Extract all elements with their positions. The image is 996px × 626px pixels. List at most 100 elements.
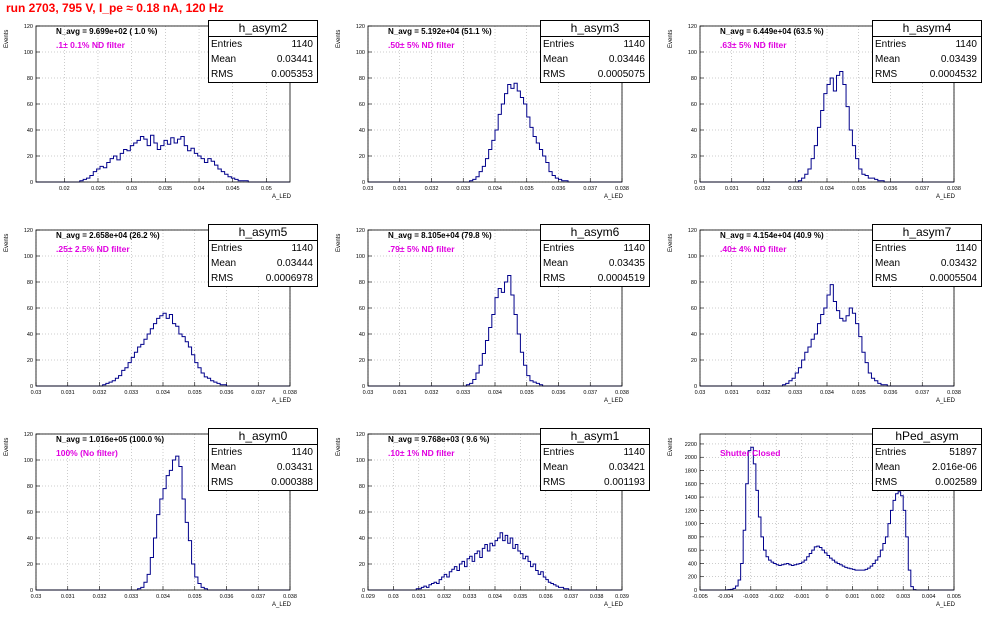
y-tick-label: 60	[691, 306, 697, 312]
x-tick-label: 0.034	[156, 390, 170, 396]
x-tick-label: 0.031	[725, 186, 739, 192]
stats-value: 0.03435	[609, 256, 645, 271]
stats-key: RMS	[543, 475, 565, 490]
y-tick-label: 20	[27, 562, 33, 568]
histogram-bar	[153, 324, 156, 386]
stats-value: 1140	[291, 241, 313, 256]
stats-value: 1140	[623, 241, 645, 256]
histogram-bar	[163, 313, 166, 386]
histogram-bar	[833, 91, 836, 182]
stats-key: Entries	[211, 445, 242, 460]
x-tick-label: -0.004	[718, 594, 734, 600]
stats-key: Entries	[211, 37, 242, 52]
histogram-bar	[174, 143, 177, 182]
histogram-bar	[176, 456, 179, 590]
x-tick-label: 0.032	[425, 186, 439, 192]
y-tick-label: 2000	[685, 455, 697, 461]
stats-key: Mean	[211, 256, 236, 271]
y-tick-label: 100	[688, 254, 697, 260]
histogram-bar	[221, 172, 224, 182]
histogram-bar	[789, 565, 792, 590]
stats-box-title: hPed_asym	[873, 429, 981, 445]
histogram-bar	[137, 140, 140, 182]
x-tick-label: 0.032	[757, 186, 771, 192]
histogram-bar	[228, 177, 231, 182]
x-tick-label: 0.03	[31, 594, 42, 600]
histogram-bar	[784, 564, 787, 590]
histogram-bar	[804, 560, 807, 590]
histogram-bar	[503, 541, 506, 590]
x-tick-label: 0.034	[488, 390, 502, 396]
y-tick-label: 80	[359, 280, 365, 286]
stats-key: Mean	[543, 256, 568, 271]
stats-value: 0.03439	[941, 52, 977, 67]
histogram-bar	[480, 558, 483, 591]
histogram-bar	[173, 460, 176, 590]
y-tick-label: 60	[27, 510, 33, 516]
x-tick-label: 0.031	[725, 390, 739, 396]
y-tick-label: 1200	[685, 508, 697, 514]
stats-key: Mean	[875, 52, 900, 67]
x-tick-label: 0.035	[520, 390, 534, 396]
x-tick-label: 0.032	[93, 390, 107, 396]
histogram-bar	[791, 565, 794, 590]
stats-key: RMS	[543, 67, 565, 82]
x-tick-label: 0.035	[520, 186, 534, 192]
x-tick-label: -0.005	[692, 594, 708, 600]
stats-value: 0.0004519	[598, 271, 645, 286]
histogram-bar	[538, 574, 541, 590]
histogram-bar	[878, 557, 881, 590]
x-tick-label: 0.035	[852, 186, 866, 192]
x-tick-label: 0.038	[947, 186, 961, 192]
y-tick-label: 60	[27, 306, 33, 312]
y-tick-label: 100	[356, 254, 365, 260]
n-avg-label: N_avg = 6.449e+04 (63.5 %)	[720, 27, 824, 36]
x-tick-label: 0	[825, 594, 828, 600]
filter-label: .1± 0.1% ND filter	[56, 40, 125, 50]
histogram-bar	[855, 570, 858, 590]
histogram-bar	[154, 143, 157, 182]
y-tick-label: 60	[691, 102, 697, 108]
stats-value: 0.002589	[935, 475, 977, 490]
histogram-bar	[837, 311, 840, 386]
x-axis-label: A_LED	[936, 602, 955, 608]
histogram-bar	[501, 104, 504, 182]
stats-key: Entries	[543, 445, 574, 460]
histogram-bar	[141, 344, 144, 386]
stats-value: 1140	[291, 445, 313, 460]
histogram-bar	[514, 83, 517, 182]
y-tick-label: 40	[359, 128, 365, 134]
stats-value: 0.03431	[277, 460, 313, 475]
y-tick-label: 600	[688, 548, 697, 554]
x-tick-label: 0.004	[922, 594, 936, 600]
stats-row: Entries 1140	[209, 445, 317, 460]
y-tick-label: 0	[362, 588, 365, 594]
histogram-bar	[517, 91, 520, 182]
histogram-bar	[870, 566, 873, 590]
y-tick-label: 1600	[685, 482, 697, 488]
x-tick-label: 0.04	[194, 186, 205, 192]
y-tick-label: 60	[359, 306, 365, 312]
x-tick-label: 0.005	[947, 594, 961, 600]
x-tick-label: 0.031	[393, 390, 407, 396]
y-tick-label: 20	[691, 358, 697, 364]
histogram-bar	[97, 169, 100, 182]
histogram-bar	[840, 565, 843, 590]
y-tick-label: 2200	[685, 442, 697, 448]
stats-value: 1140	[623, 445, 645, 460]
stats-key: Mean	[211, 460, 236, 475]
histogram-bar	[863, 570, 866, 590]
x-tick-label: 0.036	[220, 594, 234, 600]
y-tick-label: 100	[24, 458, 33, 464]
stats-value: 0.03432	[941, 256, 977, 271]
page-title: run 2703, 795 V, I_pe ≈ 0.18 nA, 120 Hz	[6, 1, 224, 15]
